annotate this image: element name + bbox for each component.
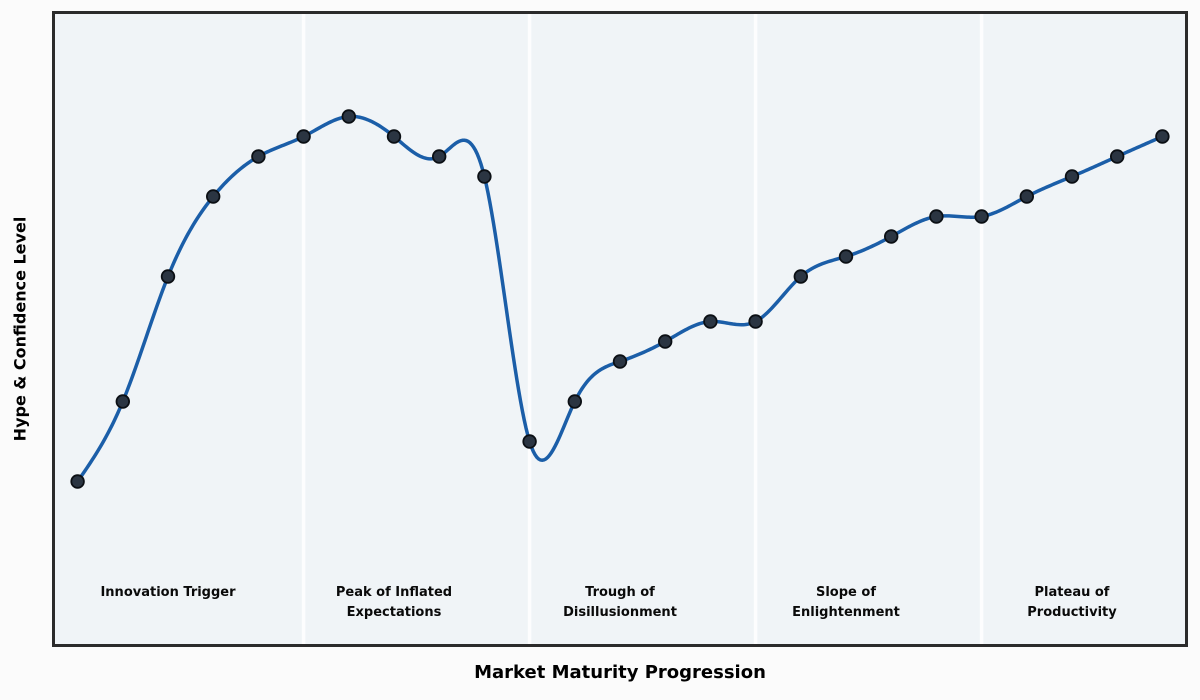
phase-label-1: Innovation Trigger	[100, 585, 236, 600]
plot-area: Innovation Trigger Peak of Inflated Expect…	[52, 11, 1188, 647]
data-point-marker-4	[251, 149, 266, 164]
data-point-marker-0	[70, 474, 85, 489]
data-point-marker-9	[477, 169, 492, 184]
data-point-marker-15	[748, 314, 763, 329]
y-axis-label: Hype & Confidence Level	[10, 216, 30, 442]
data-point-marker-11	[567, 394, 583, 409]
data-point-marker-6	[341, 109, 357, 124]
data-point-marker-14	[703, 314, 718, 329]
data-point-marker-18	[884, 229, 899, 244]
phase-label-3: Trough of Disillusionment	[563, 585, 677, 620]
data-point-marker-21	[1019, 189, 1035, 204]
data-point-marker-20	[974, 209, 989, 224]
data-point-marker-8	[432, 149, 447, 164]
data-point-marker-3	[205, 189, 221, 204]
data-point-marker-5	[296, 129, 311, 144]
data-point-marker-2	[160, 269, 176, 284]
hype-cycle-chart-canvas	[70, 14, 1170, 644]
hype-curve-path	[75, 114, 1165, 484]
data-point-marker-16	[793, 269, 809, 284]
data-point-marker-12	[612, 354, 628, 369]
data-point-marker-10	[522, 434, 537, 449]
data-point-marker-24	[1155, 129, 1170, 144]
phase-label-5: Plateau of Productivity	[1027, 585, 1117, 620]
data-point-marker-17	[838, 249, 854, 264]
data-point-marker-7	[386, 129, 402, 144]
data-point-marker-19	[929, 209, 944, 224]
data-point-marker-13	[658, 334, 673, 349]
phase-label-4: Slope of Enlightenment	[792, 585, 900, 620]
x-axis-label: Market Maturity Progression	[474, 662, 766, 683]
data-point-marker-23	[1109, 149, 1125, 164]
data-point-marker-1	[115, 394, 131, 409]
phase-label-2: Peak of Inflated Expectations	[335, 585, 453, 620]
data-point-marker-22	[1064, 169, 1080, 184]
